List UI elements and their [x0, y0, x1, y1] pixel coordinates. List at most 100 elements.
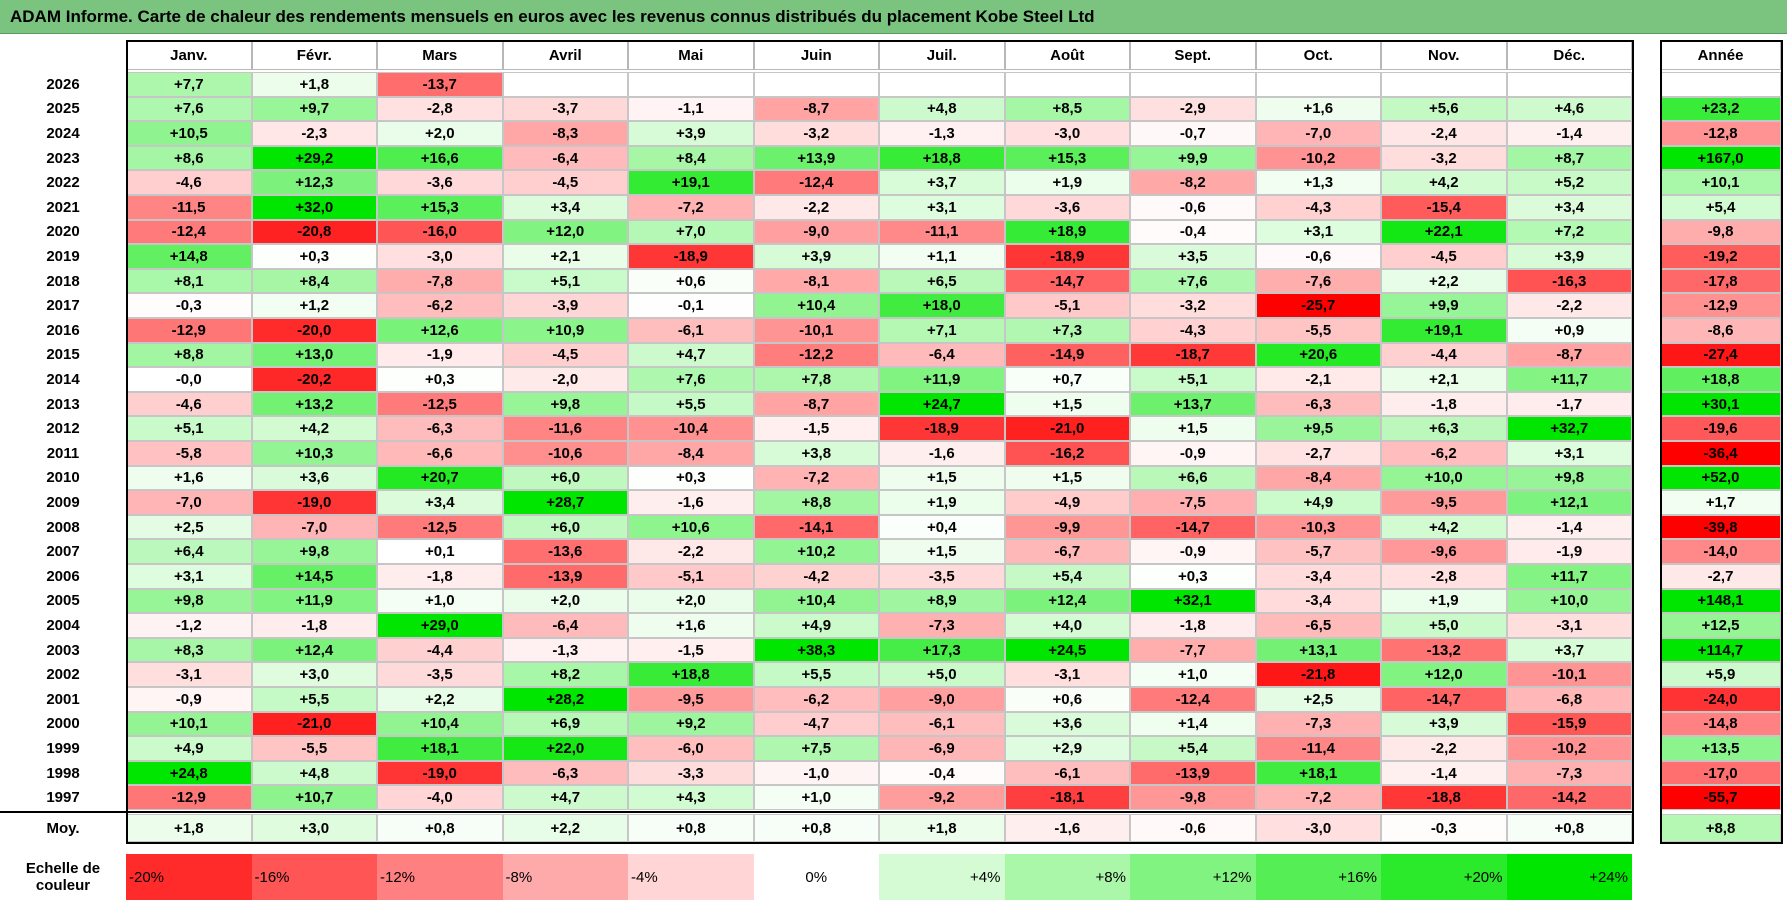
heatmap-cell[interactable]: -9,5: [628, 687, 754, 712]
heatmap-cell[interactable]: +9,8: [126, 588, 252, 614]
heatmap-cell[interactable]: -0,9: [1130, 539, 1256, 564]
heatmap-cell[interactable]: -4,4: [1381, 342, 1507, 368]
heatmap-cell[interactable]: +32,0: [251, 195, 377, 220]
annual-cell[interactable]: -12,8: [1660, 121, 1781, 146]
heatmap-cell[interactable]: +0,3: [377, 367, 503, 392]
heatmap-cell[interactable]: -3,2: [1381, 145, 1507, 171]
heatmap-cell[interactable]: [1381, 72, 1507, 97]
heatmap-cell[interactable]: -6,1: [1004, 760, 1130, 786]
heatmap-cell[interactable]: +9,9: [1130, 145, 1256, 171]
heatmap-cell[interactable]: +28,7: [502, 490, 628, 515]
heatmap-cell[interactable]: +1,5: [879, 465, 1005, 491]
heatmap-cell[interactable]: +1,6: [126, 465, 252, 491]
heatmap-cell[interactable]: +10,3: [251, 441, 377, 466]
heatmap-cell[interactable]: -3,4: [1255, 564, 1381, 589]
heatmap-cell[interactable]: -3,7: [502, 96, 628, 122]
heatmap-cell[interactable]: -19,0: [251, 490, 377, 515]
heatmap-cell[interactable]: +16,6: [377, 145, 503, 171]
heatmap-cell[interactable]: -9,5: [1381, 490, 1507, 515]
heatmap-cell[interactable]: +10,5: [126, 121, 252, 146]
heatmap-cell[interactable]: -2,9: [1130, 96, 1256, 122]
heatmap-cell[interactable]: +8,8: [753, 490, 879, 515]
heatmap-cell[interactable]: -12,4: [1130, 687, 1256, 712]
heatmap-cell[interactable]: -4,6: [126, 170, 252, 195]
heatmap-cell[interactable]: -19,0: [377, 760, 503, 786]
heatmap-cell[interactable]: +1,5: [1004, 465, 1130, 491]
heatmap-cell[interactable]: [1130, 72, 1256, 97]
heatmap-cell[interactable]: +0,3: [1130, 564, 1256, 589]
heatmap-cell[interactable]: -7,2: [1255, 785, 1381, 810]
heatmap-cell[interactable]: -14,9: [1004, 342, 1130, 368]
heatmap-cell[interactable]: -2,0: [502, 367, 628, 392]
heatmap-cell[interactable]: -6,3: [377, 416, 503, 441]
heatmap-cell[interactable]: +10,9: [502, 318, 628, 343]
heatmap-cell[interactable]: -6,9: [879, 736, 1005, 761]
heatmap-cell[interactable]: +6,9: [502, 711, 628, 737]
heatmap-cell[interactable]: +9,7: [251, 96, 377, 122]
heatmap-cell[interactable]: +11,9: [251, 588, 377, 614]
heatmap-cell[interactable]: +29,0: [377, 613, 503, 638]
annual-cell[interactable]: -14,8: [1660, 711, 1781, 737]
heatmap-cell[interactable]: +10,4: [753, 293, 879, 318]
heatmap-cell[interactable]: -1,8: [251, 613, 377, 638]
heatmap-cell[interactable]: +3,1: [126, 564, 252, 589]
heatmap-cell[interactable]: +7,8: [753, 367, 879, 392]
annual-cell[interactable]: -36,4: [1660, 441, 1781, 466]
heatmap-cell[interactable]: -4,2: [753, 564, 879, 589]
average-cell[interactable]: +0,8: [377, 814, 503, 842]
heatmap-cell[interactable]: -7,7: [1130, 637, 1256, 663]
heatmap-cell[interactable]: -7,5: [1130, 490, 1256, 515]
heatmap-cell[interactable]: -8,7: [1506, 342, 1632, 368]
heatmap-cell[interactable]: +7,6: [628, 367, 754, 392]
annual-cell[interactable]: -27,4: [1660, 342, 1781, 368]
heatmap-cell[interactable]: -1,0: [753, 760, 879, 786]
heatmap-cell[interactable]: -7,0: [1255, 121, 1381, 146]
heatmap-cell[interactable]: +7,2: [1506, 219, 1632, 245]
heatmap-cell[interactable]: +32,7: [1506, 416, 1632, 441]
heatmap-cell[interactable]: -6,2: [377, 293, 503, 318]
annual-cell[interactable]: [1660, 72, 1781, 97]
heatmap-cell[interactable]: -8,4: [628, 441, 754, 466]
annual-cell[interactable]: +52,0: [1660, 465, 1781, 491]
heatmap-cell[interactable]: -5,1: [628, 564, 754, 589]
heatmap-cell[interactable]: +9,8: [502, 391, 628, 417]
heatmap-cell[interactable]: -10,2: [1506, 736, 1632, 761]
heatmap-cell[interactable]: +20,6: [1255, 342, 1381, 368]
heatmap-cell[interactable]: -14,7: [1381, 687, 1507, 712]
heatmap-cell[interactable]: +3,9: [628, 121, 754, 146]
heatmap-cell[interactable]: -4,3: [1255, 195, 1381, 220]
heatmap-cell[interactable]: -1,5: [628, 637, 754, 663]
annual-cell[interactable]: -14,0: [1660, 539, 1781, 564]
annual-cell[interactable]: -17,0: [1660, 760, 1781, 786]
heatmap-cell[interactable]: +9,8: [251, 539, 377, 564]
heatmap-cell[interactable]: +13,9: [753, 145, 879, 171]
heatmap-cell[interactable]: +2,0: [502, 588, 628, 614]
heatmap-cell[interactable]: -7,0: [251, 514, 377, 540]
heatmap-cell[interactable]: +4,6: [1506, 96, 1632, 122]
heatmap-cell[interactable]: +0,6: [1004, 687, 1130, 712]
heatmap-cell[interactable]: +8,9: [879, 588, 1005, 614]
heatmap-cell[interactable]: -0,7: [1130, 121, 1256, 146]
heatmap-cell[interactable]: -13,6: [502, 539, 628, 564]
heatmap-cell[interactable]: -1,6: [879, 441, 1005, 466]
heatmap-cell[interactable]: +3,0: [251, 662, 377, 687]
heatmap-cell[interactable]: -1,2: [126, 613, 252, 638]
annual-cell[interactable]: -9,8: [1660, 219, 1781, 245]
heatmap-cell[interactable]: +3,4: [1506, 195, 1632, 220]
heatmap-cell[interactable]: -18,1: [1004, 785, 1130, 810]
heatmap-cell[interactable]: +1,6: [1255, 96, 1381, 122]
heatmap-cell[interactable]: +18,0: [879, 293, 1005, 318]
heatmap-cell[interactable]: -12,4: [753, 170, 879, 195]
heatmap-cell[interactable]: +9,5: [1255, 416, 1381, 441]
heatmap-cell[interactable]: +10,1: [126, 711, 252, 737]
heatmap-cell[interactable]: +1,6: [628, 613, 754, 638]
heatmap-cell[interactable]: +5,1: [126, 416, 252, 441]
heatmap-cell[interactable]: -18,7: [1130, 342, 1256, 368]
heatmap-cell[interactable]: +12,6: [377, 318, 503, 343]
heatmap-cell[interactable]: +2,5: [126, 514, 252, 540]
heatmap-cell[interactable]: -7,6: [1255, 268, 1381, 294]
heatmap-cell[interactable]: +2,9: [1004, 736, 1130, 761]
heatmap-cell[interactable]: +4,8: [251, 760, 377, 786]
heatmap-cell[interactable]: -5,5: [1255, 318, 1381, 343]
heatmap-cell[interactable]: +3,7: [1506, 637, 1632, 663]
